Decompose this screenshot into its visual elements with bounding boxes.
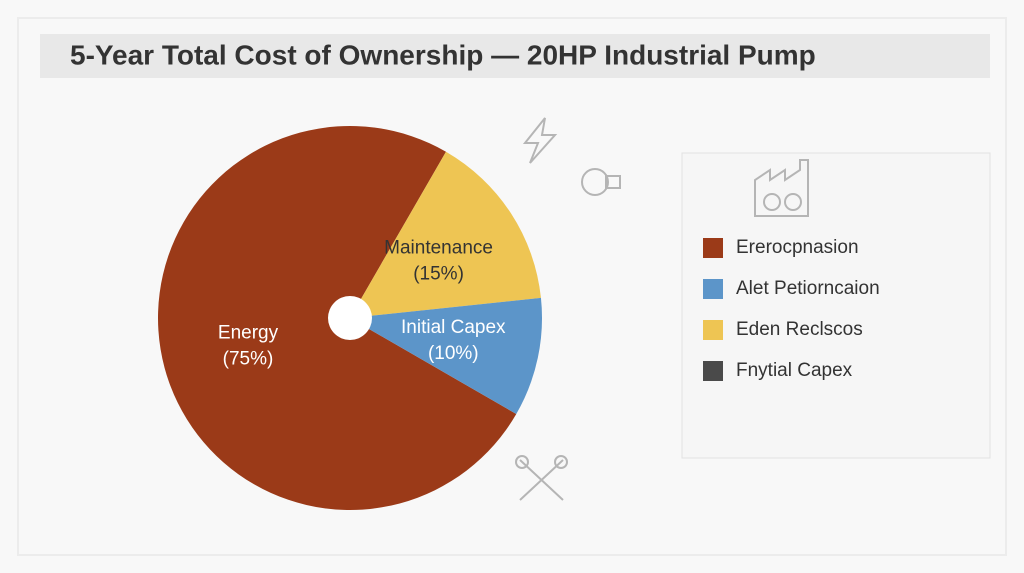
legend-label: Ererocpnasion <box>736 237 859 258</box>
legend-label: Alet Petiorncaion <box>736 278 880 299</box>
pie-slice <box>350 151 541 318</box>
legend-swatch <box>703 238 723 258</box>
slice-label: Maintenance <box>384 238 493 259</box>
slice-label: Initial Capex <box>401 317 506 338</box>
title-bar <box>40 34 990 78</box>
slice-value-label: (75%) <box>223 348 274 369</box>
pie-hole <box>328 296 372 340</box>
factory-icon <box>754 159 809 217</box>
bolt-icon <box>522 117 558 164</box>
legend-label: Eden Reclscos <box>736 319 863 340</box>
tools-icon <box>515 455 568 501</box>
legend-swatch <box>703 361 723 381</box>
legend: Ererocpnasion Alet Petiorncaion Eden Recls… <box>703 237 880 381</box>
slice-label: Energy <box>218 322 279 343</box>
legend-swatch <box>703 279 723 299</box>
legend-swatch <box>703 320 723 340</box>
legend-box <box>681 152 991 459</box>
chart-title: 5-Year Total Cost of Ownership — 20HP In… <box>70 39 816 70</box>
legend-label: Fnytial Capex <box>736 360 853 381</box>
pie-slice <box>350 297 542 414</box>
pie: Energy (75%) Maintenance (15%) Initial Capex… <box>158 125 542 510</box>
slice-value-label: (15%) <box>413 264 464 285</box>
coin-icon <box>581 168 621 196</box>
slice-value-label: (10%) <box>428 343 479 364</box>
frame <box>17 17 1007 556</box>
